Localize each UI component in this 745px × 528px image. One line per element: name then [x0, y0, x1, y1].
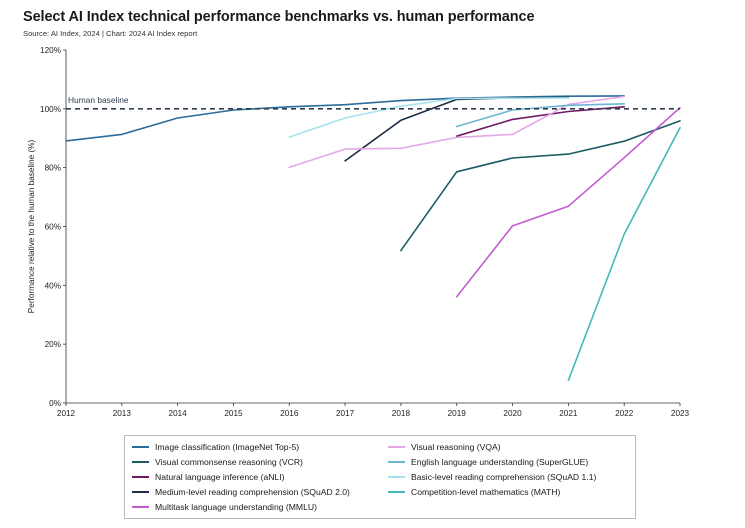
human-baseline-label: Human baseline — [68, 95, 129, 105]
legend-item: English language understanding (SuperGLU… — [388, 457, 588, 467]
legend-label: English language understanding (SuperGLU… — [411, 457, 589, 467]
x-tick-label: 2023 — [671, 409, 690, 418]
y-tick-label: 20% — [45, 340, 61, 349]
x-tick-label: 2014 — [169, 409, 188, 418]
legend-item: Multitask language understanding (MMLU) — [132, 502, 317, 512]
legend-label: Visual commonsense reasoning (VCR) — [155, 457, 303, 467]
legend-item: Visual commonsense reasoning (VCR) — [132, 457, 303, 467]
y-tick-label: 40% — [45, 281, 61, 290]
x-tick-label: 2012 — [57, 409, 76, 418]
legend-swatch — [388, 461, 405, 463]
x-tick-label: 2017 — [336, 409, 355, 418]
y-tick-label: 120% — [40, 46, 61, 55]
legend-swatch — [132, 506, 149, 508]
series-line — [455, 106, 681, 298]
x-tick-label: 2022 — [615, 409, 634, 418]
x-tick-label: 2021 — [559, 409, 578, 418]
y-axis-label: Performance relative to the human baseli… — [27, 140, 36, 314]
legend-label: Natural language inference (aNLI) — [155, 472, 285, 482]
legend-label: Image classification (ImageNet Top-5) — [155, 442, 300, 452]
legend-swatch — [132, 446, 149, 448]
series-line — [65, 95, 626, 142]
legend-label: Medium-level reading comprehension (SQuA… — [155, 487, 350, 497]
y-tick-label: 80% — [45, 164, 61, 173]
series-line — [455, 106, 626, 137]
legend-item: Natural language inference (aNLI) — [132, 472, 284, 482]
series-line — [455, 103, 626, 128]
chart-legend: Image classification (ImageNet Top-5) Vis… — [124, 435, 636, 519]
series-line — [567, 126, 681, 382]
legend-swatch — [132, 461, 149, 463]
series-line — [288, 97, 570, 138]
legend-label: Visual reasoning (VQA) — [411, 442, 501, 452]
x-tick-label: 2018 — [392, 409, 411, 418]
x-tick-label: 2015 — [224, 409, 243, 418]
legend-label: Multitask language understanding (MMLU) — [155, 502, 317, 512]
chart-title: Select AI Index technical performance be… — [23, 9, 535, 25]
legend-label: Competition-level mathematics (MATH) — [411, 487, 561, 497]
legend-swatch — [132, 476, 149, 478]
series-line — [400, 120, 681, 252]
y-tick-label: 60% — [45, 223, 61, 232]
legend-item: Visual reasoning (VQA) — [388, 442, 501, 452]
legend-item: Basic-level reading comprehension (SQuAD… — [388, 472, 596, 482]
series-line — [288, 95, 626, 169]
legend-swatch — [388, 446, 405, 448]
legend-item: Competition-level mathematics (MATH) — [388, 487, 560, 497]
legend-item: Medium-level reading comprehension (SQuA… — [132, 487, 350, 497]
series-line — [344, 96, 570, 162]
legend-label: Basic-level reading comprehension (SQuAD… — [411, 472, 597, 482]
x-tick-label: 2019 — [448, 409, 467, 418]
x-tick-label: 2016 — [280, 409, 299, 418]
y-tick-label: 0% — [49, 399, 61, 408]
chart-source: Source: AI Index, 2024 | Chart: 2024 AI … — [23, 29, 198, 38]
y-tick-label: 100% — [40, 105, 61, 114]
legend-swatch — [388, 476, 405, 478]
legend-swatch — [388, 491, 405, 493]
x-tick-label: 2013 — [113, 409, 132, 418]
x-tick-label: 2020 — [503, 409, 522, 418]
legend-item: Image classification (ImageNet Top-5) — [132, 442, 299, 452]
legend-swatch — [132, 491, 149, 493]
